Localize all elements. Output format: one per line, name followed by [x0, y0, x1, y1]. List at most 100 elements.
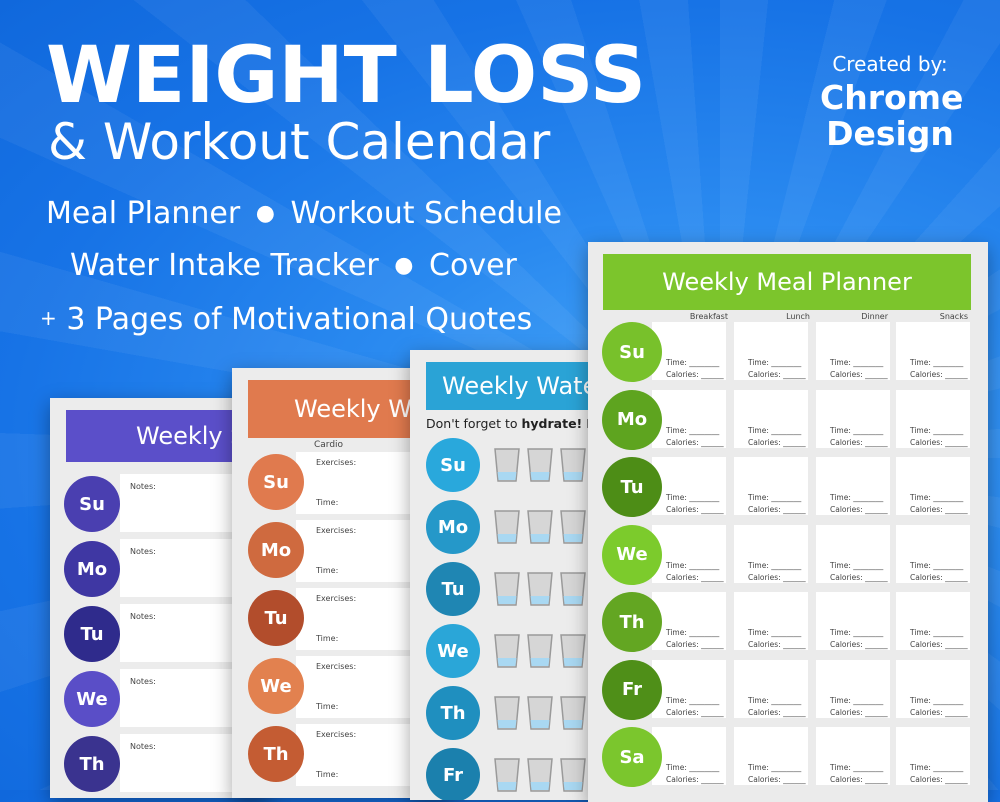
meal-time-label: Time: ________ — [748, 358, 802, 367]
water-glass-icon[interactable] — [560, 696, 586, 730]
meal-entry-box — [652, 524, 726, 583]
day-circle-sa: Sa — [602, 727, 662, 787]
meal-entry-box — [816, 659, 890, 718]
meal-calories-label: Calories: ______ — [748, 707, 806, 717]
meal-calories-label: Calories: ______ — [666, 505, 724, 514]
meal-time-label: Time: ________ — [666, 628, 720, 637]
meal-time-label: Time: ________ — [910, 425, 964, 435]
meal-entry-box — [816, 592, 890, 650]
meal-entry-box — [734, 659, 808, 718]
water-glass-icon[interactable] — [560, 634, 586, 668]
column-header-breakfast: Breakfast — [689, 312, 728, 321]
meal-time-label: Time: ________ — [830, 695, 884, 705]
meal-entry-box — [652, 592, 726, 650]
meal-time-label: Time: ________ — [748, 763, 802, 772]
water-glass-icon[interactable] — [527, 696, 553, 730]
meal-entry-box — [816, 457, 890, 515]
meal-calories-label: Calories: ______ — [748, 775, 806, 784]
day-circle-th: Th — [602, 592, 662, 652]
meal-calories-label: Calories: ______ — [910, 707, 968, 717]
column-header-lunch: Lunch — [786, 312, 810, 321]
time-label: Time: — [316, 634, 339, 643]
column-header-snacks: Snacks — [939, 312, 968, 321]
meal-calories-label: Calories: ______ — [910, 370, 968, 379]
meal-time-label: Time: ________ — [830, 763, 884, 772]
water-glass-icon[interactable] — [527, 758, 553, 792]
water-glass-icon[interactable] — [494, 510, 520, 544]
hydrate-hint: Don't forget to hydrate! Dr — [426, 416, 601, 431]
meal-time-label: Time: ________ — [830, 560, 884, 570]
meal-calories-label: Calories: ______ — [748, 572, 806, 582]
notes-label: Notes: — [130, 742, 156, 751]
water-glass-icon[interactable] — [494, 758, 520, 792]
water-glass-icon[interactable] — [494, 634, 520, 668]
feature-meal-planner: Meal Planner — [46, 196, 241, 231]
meal-entry-box — [896, 524, 970, 583]
meal-calories-label: Calories: ______ — [830, 572, 888, 582]
meal-calories-label: Calories: ______ — [830, 505, 888, 514]
meal-calories-label: Calories: ______ — [748, 505, 806, 514]
day-circle-th: Th — [64, 736, 120, 792]
time-label: Time: — [316, 702, 339, 711]
meal-entry-box — [896, 592, 970, 650]
day-circle-tu: Tu — [64, 606, 120, 662]
day-circle-tu: Tu — [248, 590, 304, 646]
subtitle: & Workout Calendar — [48, 113, 551, 171]
meal-time-label: Time: ________ — [910, 763, 964, 772]
meal-time-label: Time: ________ — [748, 560, 802, 570]
meal-time-label: Time: ________ — [748, 425, 802, 435]
time-label: Time: — [316, 566, 339, 575]
feature-cover: Cover — [429, 248, 517, 283]
water-glass-icon[interactable] — [560, 758, 586, 792]
meal-calories-label: Calories: ______ — [830, 640, 888, 649]
meal-calories-label: Calories: ______ — [830, 707, 888, 717]
day-circle-fr: Fr — [602, 659, 662, 720]
meal-entry-box — [896, 389, 970, 448]
meal-entry-box — [652, 659, 726, 718]
meal-entry-box — [896, 457, 970, 515]
water-glass-icon[interactable] — [494, 572, 520, 606]
meal-time-label: Time: ________ — [666, 493, 720, 502]
meal-calories-label: Calories: ______ — [666, 572, 724, 582]
meal-time-label: Time: ________ — [666, 425, 720, 435]
meal-entry-box — [652, 322, 726, 380]
exercises-label: Exercises: — [316, 526, 357, 535]
day-circle-we: We — [248, 658, 304, 714]
meal-entry-box — [816, 727, 890, 785]
water-glass-icon[interactable] — [560, 572, 586, 606]
meal-calories-label: Calories: ______ — [910, 775, 968, 784]
day-circle-we: We — [602, 524, 662, 585]
water-glass-icon[interactable] — [494, 448, 520, 482]
water-glass-icon[interactable] — [527, 448, 553, 482]
meal-time-label: Time: ________ — [666, 763, 720, 772]
water-glass-icon[interactable] — [494, 696, 520, 730]
meal-entry-box — [734, 457, 808, 515]
meal-time-label: Time: ________ — [830, 425, 884, 435]
meal-calories-label: Calories: ______ — [666, 370, 724, 379]
sheet-weekly-water: Weekly Water Don't forget to hydrate! Dr… — [410, 350, 630, 800]
water-glass-icon[interactable] — [560, 448, 586, 482]
meal-time-label: Time: ________ — [748, 695, 802, 705]
meal-time-label: Time: ________ — [666, 358, 720, 367]
meal-entry-box — [652, 457, 726, 515]
meal-entry-box — [734, 592, 808, 650]
exercises-label: Exercises: — [316, 662, 357, 671]
meal-entry-box — [896, 659, 970, 718]
meal-entry-box — [816, 524, 890, 583]
hint-bold: hydrate! — [521, 416, 583, 431]
meal-time-label: Time: ________ — [910, 628, 964, 637]
water-glass-icon[interactable] — [527, 510, 553, 544]
meal-calories-label: Calories: ______ — [910, 505, 968, 514]
meal-calories-label: Calories: ______ — [666, 707, 724, 717]
water-glass-icon[interactable] — [560, 510, 586, 544]
water-glass-icon[interactable] — [527, 634, 553, 668]
notes-label: Notes: — [130, 482, 156, 491]
meal-calories-label: Calories: ______ — [910, 572, 968, 582]
day-circle-su: Su — [426, 438, 480, 492]
day-circle-tu: Tu — [602, 457, 662, 517]
water-glass-icon[interactable] — [527, 572, 553, 606]
meal-calories-label: Calories: ______ — [910, 640, 968, 649]
notes-label: Notes: — [130, 612, 156, 621]
meal-time-label: Time: ________ — [748, 493, 802, 502]
sheet-weekly-meal-planner: Weekly Meal Planner Breakfast Lunch Dinner… — [588, 242, 988, 802]
